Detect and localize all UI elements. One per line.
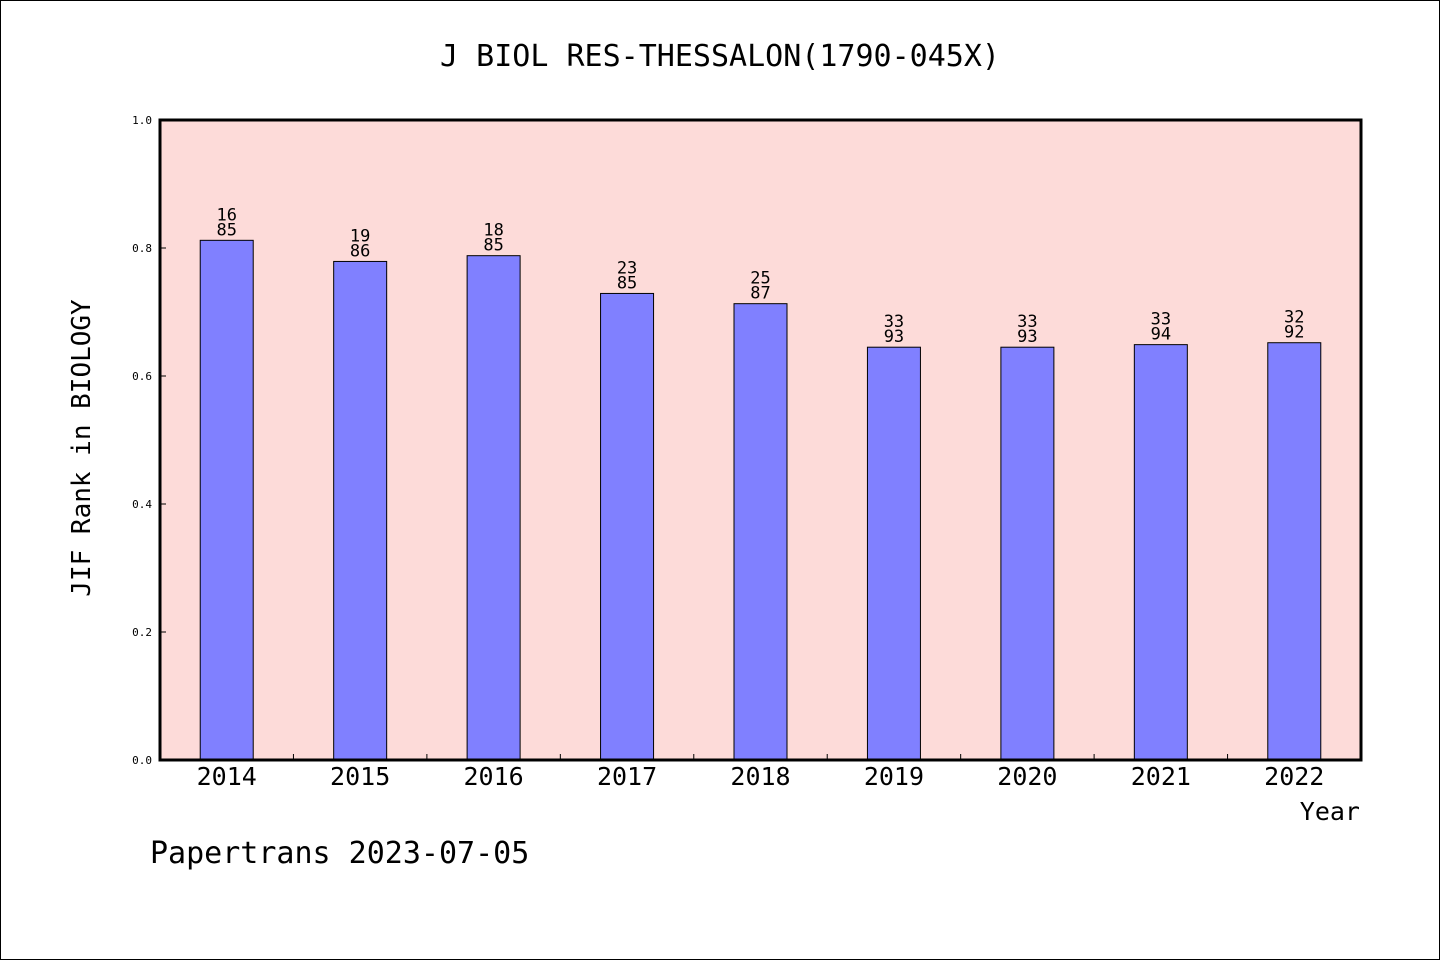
bar-rank-label-2017: 23 xyxy=(617,258,637,278)
bar-rank-label-2018: 25 xyxy=(750,269,770,289)
bar-rank-label-2016: 18 xyxy=(483,221,503,241)
x-tick-label-2022: 2022 xyxy=(1264,762,1324,791)
x-tick-label-2021: 2021 xyxy=(1131,762,1191,791)
bar-rank-label-2022: 32 xyxy=(1284,308,1304,328)
bar-total-label-2018: 87 xyxy=(750,284,770,304)
bar-2017 xyxy=(600,292,655,761)
bar-total-label-2015: 86 xyxy=(350,241,370,261)
bar-2015 xyxy=(333,260,388,761)
bar-2020 xyxy=(1000,346,1055,761)
bar-total-label-2016: 85 xyxy=(483,236,503,256)
y-tick-label: 0.8 xyxy=(132,242,152,255)
chart-title: J BIOL RES-THESSALON(1790-045X) xyxy=(440,39,1000,74)
bar-rank-label-2015: 19 xyxy=(350,226,370,246)
bar-rank-label-2019: 33 xyxy=(884,312,904,332)
x-tick-label-2016: 2016 xyxy=(464,762,524,791)
bar-total-label-2022: 92 xyxy=(1284,323,1304,343)
bar-total-label-2019: 93 xyxy=(884,327,904,347)
bar-rank-label-2021: 33 xyxy=(1151,310,1171,330)
bars-layer xyxy=(199,239,1322,761)
y-axis-label: JIF Rank in BIOLOGY xyxy=(67,299,97,597)
bar-total-label-2021: 94 xyxy=(1151,325,1171,345)
x-tick-label-2015: 2015 xyxy=(330,762,390,791)
x-axis-ticks: 2014 2015 2016 2017 2018 2019 2020 2021 2022 xyxy=(197,754,1324,791)
bar-2018 xyxy=(733,303,788,761)
bar-2016 xyxy=(466,255,521,761)
bar-2014 xyxy=(199,239,254,761)
bar-total-label-2014: 85 xyxy=(216,220,236,240)
y-tick-label: 0.2 xyxy=(132,626,152,639)
x-axis-label: Year xyxy=(1300,797,1360,826)
y-tick-label: 0.4 xyxy=(132,498,152,511)
bar-rank-label-2014: 16 xyxy=(216,205,236,225)
y-axis-ticks: 0.0 0.2 0.4 0.6 0.8 1.0 xyxy=(132,114,166,767)
bar-2021 xyxy=(1133,344,1188,761)
bar-total-label-2020: 93 xyxy=(1017,327,1037,347)
x-tick-label-2018: 2018 xyxy=(730,762,790,791)
y-tick-label: 0.0 xyxy=(132,754,152,767)
footer-credit: Papertrans 2023-07-05 xyxy=(150,836,529,871)
bar-2019 xyxy=(866,346,921,761)
bar-rank-label-2020: 33 xyxy=(1017,312,1037,332)
x-tick-label-2014: 2014 xyxy=(197,762,257,791)
y-tick-label: 0.6 xyxy=(132,370,152,383)
y-tick-label: 1.0 xyxy=(132,114,152,127)
plot-frame xyxy=(158,118,1363,762)
x-tick-label-2020: 2020 xyxy=(997,762,1057,791)
bar-2022 xyxy=(1267,342,1322,761)
x-tick-label-2019: 2019 xyxy=(864,762,924,791)
bar-total-label-2017: 85 xyxy=(617,273,637,293)
x-tick-label-2017: 2017 xyxy=(597,762,657,791)
